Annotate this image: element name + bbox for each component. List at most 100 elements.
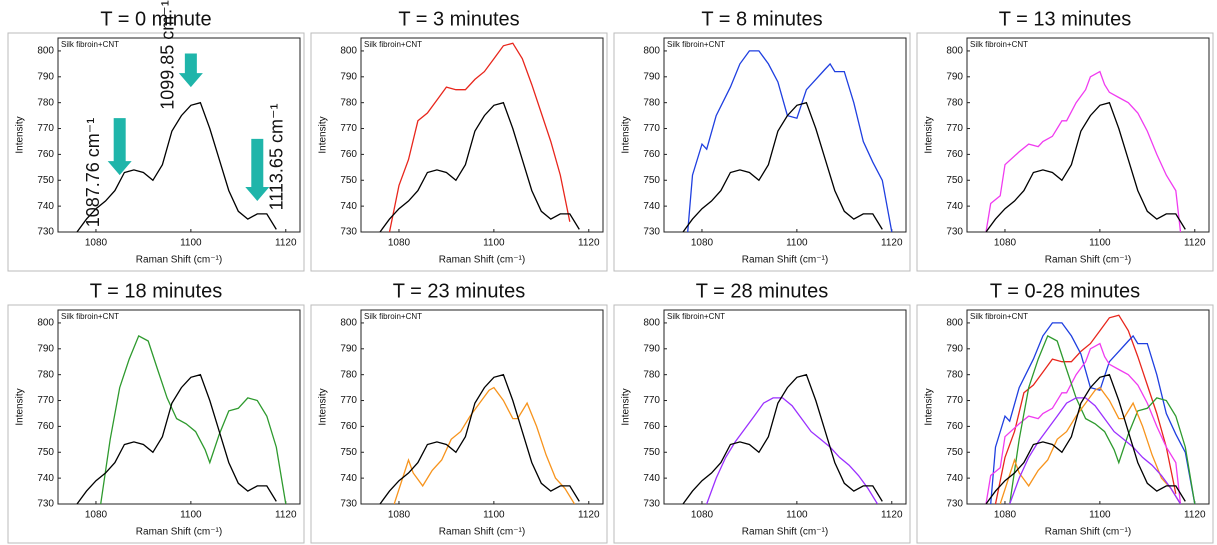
- plot-area: [360, 37, 604, 233]
- data-line: [76, 373, 277, 504]
- y-tick-label: 750: [340, 175, 357, 186]
- annotation: 1113.65 cm⁻¹: [266, 104, 286, 211]
- plot-area: [57, 37, 301, 233]
- panel: T = 3 minutes 730 740 750 760 770 780 790 800 108…: [310, 8, 608, 272]
- data-line: [990, 322, 1196, 504]
- legend-label: Silk fibroin+CNT: [970, 40, 1028, 49]
- y-axis-label: Intensity: [924, 388, 935, 425]
- data-line: [388, 42, 571, 232]
- y-axis-label: Intensity: [15, 116, 26, 153]
- x-axis-label: Raman Shift (cm⁻¹): [136, 527, 222, 538]
- y-tick-label: 770: [340, 395, 357, 406]
- y-tick-label: 780: [340, 97, 357, 108]
- y-tick-label: 730: [946, 227, 963, 238]
- panel: T = 8 minutes 730 740 750 760 770 780 790 800 108…: [613, 8, 911, 272]
- data-line: [706, 397, 879, 504]
- chart-title: T = 3 minutes: [398, 8, 519, 30]
- y-tick-label: 750: [340, 447, 357, 458]
- data-line: [1009, 397, 1182, 504]
- x-tick-label: 1100: [180, 510, 202, 521]
- x-axis-label: Raman Shift (cm⁻¹): [136, 255, 222, 266]
- x-tick-label: 1100: [1089, 238, 1111, 249]
- y-tick-label: 790: [340, 71, 357, 82]
- data-line: [687, 50, 893, 232]
- arrow: [245, 138, 270, 201]
- x-tick-label: 1080: [85, 510, 108, 521]
- y-tick-label: 780: [340, 369, 357, 380]
- y-tick-label: 780: [643, 97, 660, 108]
- y-axis-label: Intensity: [924, 116, 935, 153]
- y-tick-label: 740: [946, 473, 963, 484]
- x-tick-label: 1080: [388, 238, 411, 249]
- x-tick-label: 1120: [1184, 238, 1206, 249]
- panel: T = 18 minutes 730 740 750 760 770 780 790 800 10…: [7, 280, 305, 544]
- y-axis-label: Intensity: [318, 388, 329, 425]
- y-tick-label: 800: [643, 46, 660, 57]
- y-tick-label: 760: [643, 149, 660, 160]
- y-tick-label: 740: [340, 201, 357, 212]
- legend-label: Silk fibroin+CNT: [364, 312, 422, 321]
- y-tick-label: 780: [37, 369, 54, 380]
- y-tick-label: 800: [37, 318, 54, 329]
- y-axis-label: Intensity: [621, 388, 632, 425]
- x-tick-label: 1100: [180, 238, 202, 249]
- y-tick-label: 760: [643, 421, 660, 432]
- x-tick-label: 1120: [578, 510, 600, 521]
- annotation: 1087.76 cm⁻¹: [83, 118, 103, 228]
- legend-label: Silk fibroin+CNT: [61, 40, 119, 49]
- chart-title: T = 18 minutes: [90, 280, 222, 302]
- data-line: [985, 101, 1186, 232]
- x-tick-label: 1120: [881, 510, 903, 521]
- x-tick-label: 1120: [275, 510, 297, 521]
- chart-title: T = 28 minutes: [696, 280, 828, 302]
- panel: T = 28 minutes 730 740 750 760 770 780 790 800 10…: [613, 280, 911, 544]
- legend-label: Silk fibroin+CNT: [667, 312, 725, 321]
- y-tick-label: 780: [37, 97, 54, 108]
- data-line: [1009, 334, 1196, 504]
- data-line: [985, 373, 1186, 504]
- x-tick-label: 1080: [994, 238, 1017, 249]
- legend-label: Silk fibroin+CNT: [970, 312, 1028, 321]
- x-tick-label: 1100: [786, 238, 808, 249]
- panel: T = 0 minute 730 740 750 760 770 780 790 800 1080…: [7, 0, 305, 272]
- arrow: [107, 118, 132, 176]
- y-tick-label: 740: [37, 473, 54, 484]
- y-tick-label: 740: [643, 201, 660, 212]
- chart-title: T = 13 minutes: [999, 8, 1131, 30]
- y-tick-label: 780: [946, 97, 963, 108]
- legend-label: Silk fibroin+CNT: [61, 312, 119, 321]
- panel: T = 23 minutes 730 740 750 760 770 780 790 800 10…: [310, 280, 608, 544]
- legend-label: Silk fibroin+CNT: [667, 40, 725, 49]
- annotation: 1099.85 cm⁻¹: [157, 0, 177, 110]
- x-tick-label: 1100: [1089, 510, 1111, 521]
- data-line: [379, 101, 580, 232]
- panel: T = 13 minutes 730 740 750 760 770 780 790 800 10…: [916, 8, 1214, 272]
- y-tick-label: 790: [946, 343, 963, 354]
- y-tick-label: 750: [946, 447, 963, 458]
- y-tick-label: 790: [643, 71, 660, 82]
- y-tick-label: 790: [37, 71, 54, 82]
- data-line: [682, 101, 883, 232]
- plot-area: [663, 309, 907, 505]
- x-axis-label: Raman Shift (cm⁻¹): [742, 255, 828, 266]
- y-tick-label: 770: [340, 123, 357, 134]
- y-tick-label: 730: [340, 499, 357, 510]
- y-tick-label: 730: [643, 499, 660, 510]
- x-axis-label: Raman Shift (cm⁻¹): [1045, 255, 1131, 266]
- y-tick-label: 760: [37, 421, 54, 432]
- panel-frame: [310, 32, 608, 272]
- data-line: [985, 70, 1182, 232]
- y-tick-label: 730: [643, 227, 660, 238]
- data-line: [999, 386, 1182, 504]
- data-line: [682, 373, 883, 504]
- x-tick-label: 1120: [1184, 510, 1206, 521]
- data-line: [100, 334, 287, 504]
- data-line: [393, 386, 576, 504]
- data-line: [985, 342, 1182, 504]
- x-tick-label: 1120: [275, 238, 297, 249]
- x-tick-label: 1080: [994, 510, 1017, 521]
- data-line: [76, 101, 277, 232]
- y-tick-label: 800: [946, 318, 963, 329]
- y-tick-label: 780: [643, 369, 660, 380]
